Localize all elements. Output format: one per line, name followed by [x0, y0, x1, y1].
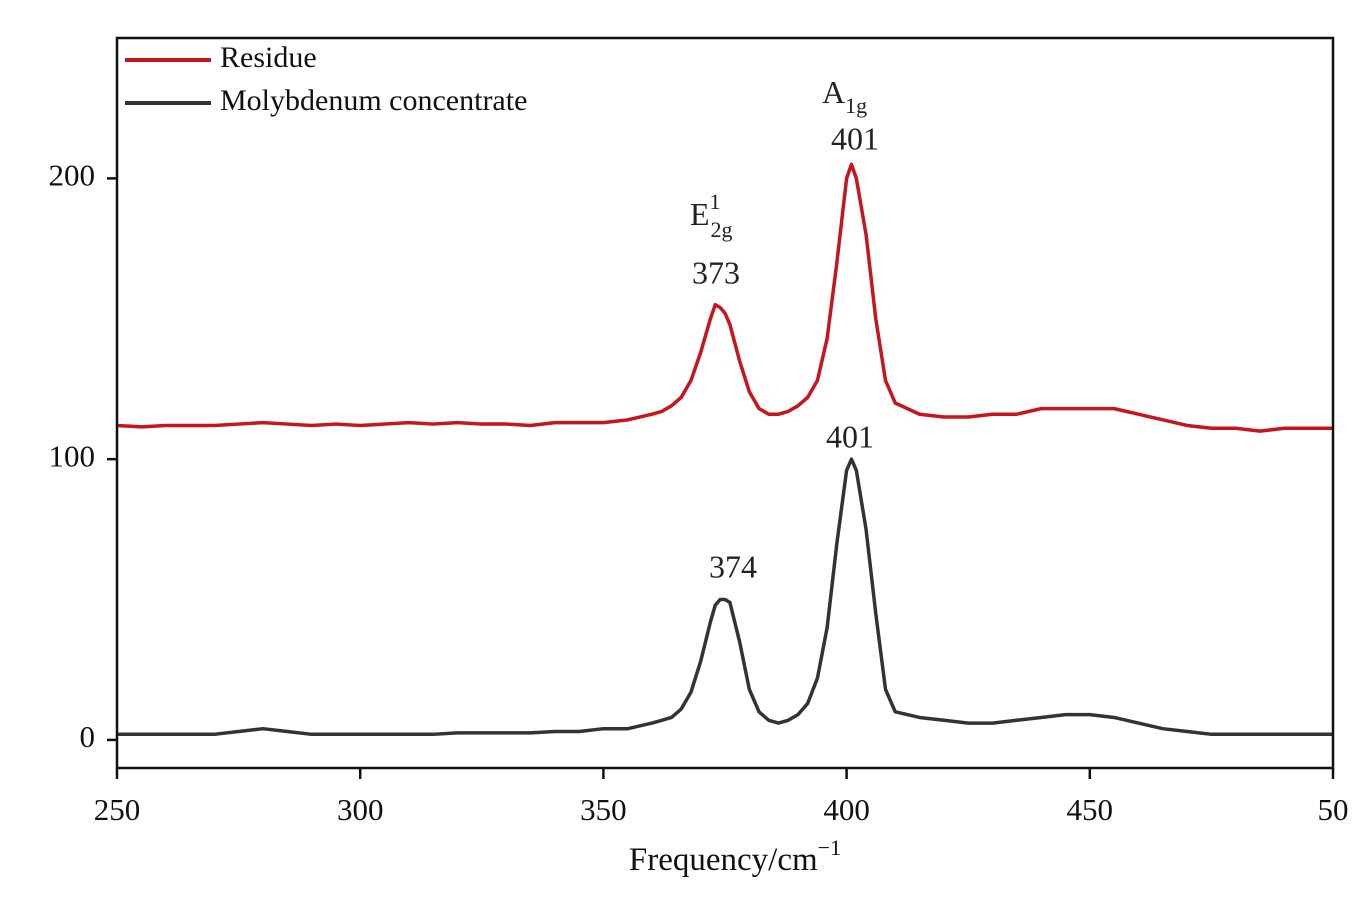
x-tick-label: 400: [823, 792, 870, 827]
series-line: [116, 162, 1333, 433]
x-axis-label: Frequency/cm−1: [629, 835, 841, 878]
x-tick-label: 350: [580, 792, 627, 827]
x-tick-label: 300: [337, 792, 384, 827]
legend-label: Molybdenum concentrate: [220, 84, 527, 117]
legend-label: Residue: [220, 41, 317, 74]
mode-label-sub: 1g: [845, 93, 867, 118]
mode-label-base: A: [822, 74, 845, 110]
y-tick-label: 0: [80, 719, 96, 754]
peak-label: 401: [831, 120, 879, 156]
mode-label-sup: 1: [710, 189, 721, 214]
peak-label: 374: [709, 548, 757, 584]
series-line: [117, 457, 1333, 737]
peak-label: 401: [826, 418, 874, 454]
mode-label: A1g: [822, 74, 867, 118]
plot-frame: [115, 36, 1335, 770]
y-tick-label: 200: [49, 157, 96, 192]
mode-label: E1 2g: [690, 189, 733, 242]
x-axis-label-sup: −1: [818, 835, 841, 860]
x-tick-label: 250: [94, 792, 141, 827]
mode-label-base: E: [690, 196, 710, 232]
x-axis-label-text: Frequency/cm: [629, 842, 818, 878]
x-tick-label: 50: [1318, 792, 1349, 827]
x-tick-label: 450: [1067, 792, 1114, 827]
y-tick-label: 100: [49, 438, 96, 473]
peak-label: 373: [692, 254, 740, 290]
mode-label-sub: 2g: [711, 217, 733, 242]
